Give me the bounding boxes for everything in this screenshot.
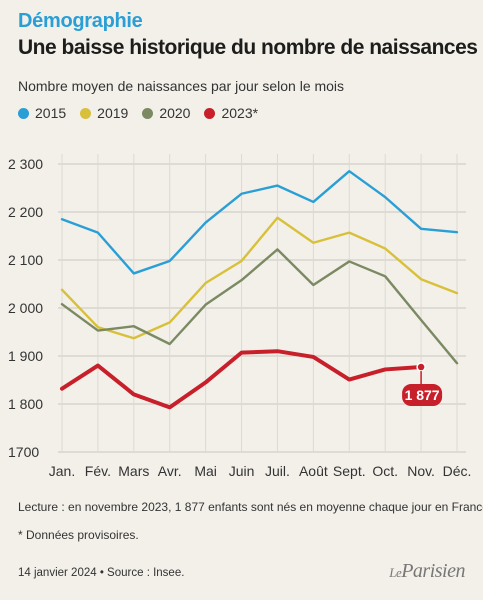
le-parisien-logo: LeParisien [389,560,465,582]
credit-line: 14 janvier 2024 • Source : Insee. [18,567,185,579]
y-tick-label: 2 300 [8,156,43,172]
annotation-point [416,362,426,372]
x-tick-label: Juin [229,463,255,479]
series-line-2015 [60,170,459,275]
chart-title: Une baisse historique du nombre de naiss… [18,36,478,59]
legend-item: 2015 [18,105,66,121]
line-chart: 1700 1 800 1 900 2 000 2 100 2 200 2 300 Jan. Fé… [8,154,472,479]
reading-note: Lecture : en novembre 2023, 1 877 enfant… [18,500,483,514]
series-line-2019 [60,216,459,340]
legend-dot [80,107,92,119]
x-tick-label: Avr. [158,463,182,479]
legend-label: 2023* [221,105,259,121]
y-tick-label: 2 000 [8,300,43,316]
series-line-2023 [60,349,424,410]
x-tick-label: Nov. [407,463,435,479]
legend-item: 2023* [204,105,258,121]
annotation-badge [402,384,443,407]
legend-item: 2019 [80,105,128,121]
legend: 2015 2019 2020 2023* [18,105,258,121]
y-tick-label: 1 800 [8,396,43,412]
x-tick-label: Déc. [443,463,472,479]
footnote: * Données provisoires. [18,528,139,542]
y-tick-label: 1700 [8,444,39,460]
x-tick-label: Juil. [265,463,290,479]
x-tick-label: Sept. [333,463,366,479]
legend-label: 2015 [35,105,67,121]
legend-label: 2019 [97,105,129,121]
x-tick-label: Août [299,463,328,479]
x-tick-label: Mai [194,463,217,479]
x-tick-label: Mars [118,463,149,479]
legend-item: 2020 [142,105,190,121]
y-tick-label: 2 200 [8,204,43,220]
legend-dot [204,107,216,119]
y-tick-label: 2 100 [8,252,43,268]
x-tick-label: Jan. [49,463,75,479]
x-tick-label: Oct. [372,463,398,479]
y-tick-label: 1 900 [8,348,43,364]
x-tick-label: Fév. [85,463,111,479]
kicker: Démographie [18,10,143,32]
legend-label: 2020 [159,105,191,121]
series-line-2020 [60,248,459,365]
legend-dot [142,107,154,119]
chart-subtitle: Nombre moyen de naissances par jour selo… [18,78,345,94]
annotation-label: 1 877 [405,387,440,403]
legend-dot [18,107,29,119]
